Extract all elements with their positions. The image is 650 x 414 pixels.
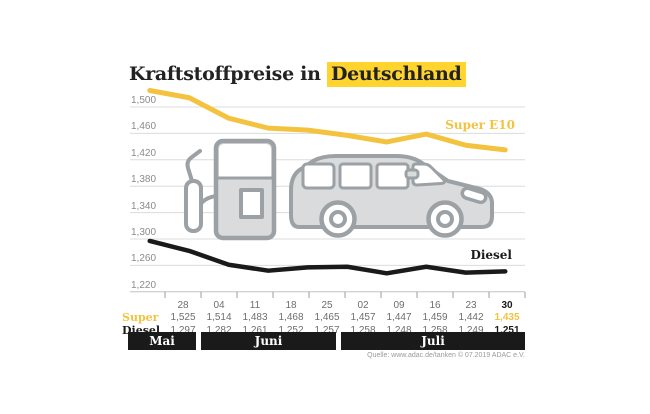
source-credit: Quelle: www.adac.de/tanken © 07.2019 ADA… — [367, 352, 525, 359]
date-cell: 23 — [465, 300, 477, 311]
diesel-value-cell: 1,258 — [350, 325, 376, 336]
super-value-cell: 1,465 — [314, 312, 340, 323]
y-axis-label: 1,500 — [131, 95, 157, 106]
diesel-series-label: Diesel — [470, 248, 512, 262]
title-highlight: Deutschland — [326, 62, 466, 87]
diesel-value-cell: 1,252 — [278, 325, 304, 336]
date-cell: 16 — [429, 300, 441, 311]
super-e10-line — [147, 88, 508, 153]
date-cell: 11 — [249, 300, 261, 311]
super-value-cell: 1,468 — [278, 312, 304, 323]
y-axis-label: 1,340 — [131, 200, 157, 212]
y-axis-label: 1,220 — [131, 279, 157, 291]
page-title: Kraftstoffpreise in Deutschland — [129, 62, 466, 87]
super-value-cell: 1,483 — [242, 312, 268, 323]
date-cell: 02 — [357, 300, 369, 311]
x-axis-ticks — [164, 292, 526, 298]
diesel-value-cell: 1,248 — [386, 325, 412, 336]
date-cell: 25 — [321, 300, 333, 311]
car-icon — [289, 154, 494, 238]
super-value-cell: 1,447 — [386, 312, 412, 323]
y-axis-label: 1,380 — [131, 174, 157, 186]
super-value-cell: 1,514 — [206, 312, 232, 323]
super-value-cell: 1,525 — [170, 312, 196, 323]
date-cell: 18 — [285, 300, 297, 311]
diesel-line — [147, 238, 508, 276]
diesel-value-cell: 1,282 — [206, 325, 232, 336]
month-bar-juni: Juni — [201, 332, 336, 350]
y-axis-label: 1,420 — [131, 147, 157, 159]
month-bar-juli: Juli — [341, 332, 525, 350]
y-axis-label: 1,300 — [131, 227, 157, 238]
date-cell: 28 — [177, 300, 189, 311]
y-axis-label: 1,460 — [131, 121, 157, 133]
y-axis-label: 1,260 — [131, 253, 157, 265]
super-e10-series-label: Super E10 — [445, 118, 515, 132]
diesel-value-cell: 1,249 — [458, 325, 484, 336]
diesel-value-cell: 1,258 — [422, 325, 448, 336]
fuel-pump-icon — [184, 138, 277, 241]
super-value-cell: 1,459 — [422, 312, 448, 323]
diesel-value-cell: 1,251 — [494, 325, 520, 336]
diesel-value-cell: 1,257 — [314, 325, 340, 336]
date-cell: 30 — [501, 300, 513, 311]
super-value-cell: 1,442 — [458, 312, 484, 323]
diesel-value-cell: 1,261 — [242, 325, 268, 336]
date-cell: 04 — [213, 300, 225, 311]
super-value-cell: 1,435 — [494, 312, 520, 323]
super-value-cell: 1,457 — [350, 312, 376, 323]
title-text: Kraftstoffpreise in — [129, 63, 321, 85]
date-cell: 09 — [393, 300, 405, 311]
month-bar-mai: Mai — [128, 332, 196, 350]
diesel-value-cell: 1,297 — [170, 325, 196, 336]
super-row-label: Super — [122, 311, 159, 324]
